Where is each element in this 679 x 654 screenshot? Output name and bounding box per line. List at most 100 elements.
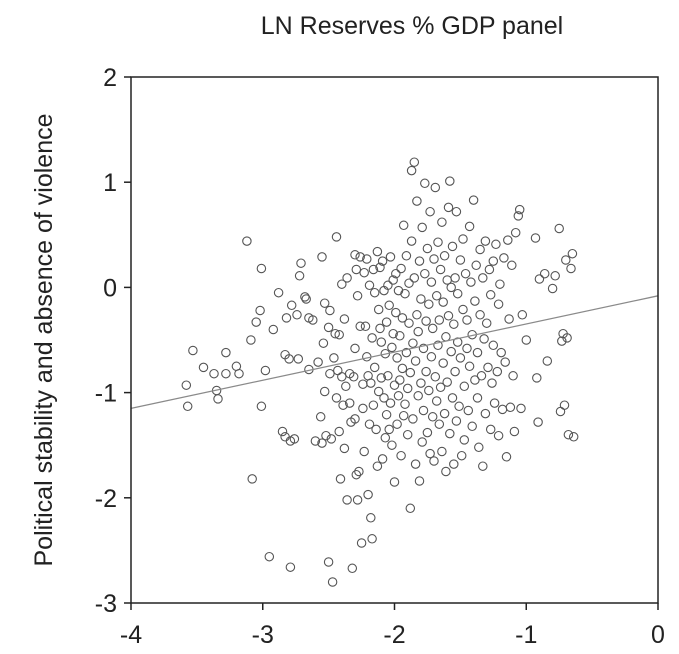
- data-point: [426, 352, 437, 362]
- data-point: [404, 318, 414, 328]
- data-point: [505, 402, 516, 413]
- data-point: [443, 311, 454, 321]
- data-point: [342, 273, 352, 283]
- data-point: [396, 450, 406, 461]
- data-point: [319, 298, 330, 308]
- data-point: [301, 294, 311, 304]
- data-point: [182, 401, 193, 412]
- data-point: [464, 221, 475, 232]
- data-point: [437, 217, 447, 227]
- data-point: [392, 419, 402, 429]
- data-point: [247, 474, 257, 484]
- data-point: [455, 353, 466, 363]
- data-point: [310, 436, 321, 446]
- data-point: [376, 337, 387, 347]
- data-point: [468, 195, 479, 205]
- data-point: [330, 328, 340, 339]
- data-point: [337, 372, 347, 382]
- data-point: [372, 461, 383, 471]
- x-tick-label: -4: [120, 621, 142, 649]
- data-point: [562, 333, 572, 343]
- data-point: [213, 394, 223, 404]
- data-point: [462, 343, 472, 354]
- data-point: [413, 391, 423, 401]
- data-point: [458, 234, 468, 244]
- data-point: [492, 366, 503, 377]
- data-point: [385, 252, 396, 262]
- data-point: [452, 337, 463, 347]
- data-point: [409, 157, 420, 167]
- data-point: [317, 438, 327, 448]
- data-point: [273, 287, 284, 298]
- data-point: [530, 233, 541, 243]
- data-point: [459, 381, 470, 392]
- data-point: [356, 538, 367, 548]
- data-point: [292, 310, 302, 320]
- data-point: [371, 424, 381, 435]
- data-point: [209, 368, 219, 379]
- data-point: [373, 304, 384, 315]
- data-points: [181, 157, 579, 587]
- data-point: [334, 426, 344, 437]
- data-point: [360, 321, 371, 332]
- data-point: [420, 268, 430, 279]
- data-point: [286, 300, 297, 311]
- data-point: [351, 469, 362, 480]
- data-point: [481, 318, 492, 328]
- data-point: [364, 280, 375, 291]
- data-point: [508, 371, 518, 381]
- data-point: [369, 362, 380, 373]
- data-point: [435, 264, 446, 275]
- data-point: [402, 383, 413, 394]
- data-point: [491, 239, 501, 250]
- data-point: [410, 459, 421, 469]
- x-tick-label: -3: [252, 621, 274, 649]
- data-point: [421, 366, 431, 377]
- data-point: [487, 378, 497, 388]
- data-point: [393, 391, 404, 401]
- data-point: [352, 291, 363, 301]
- data-point: [396, 263, 406, 274]
- data-point: [431, 291, 442, 301]
- fit-line: [130, 295, 659, 410]
- data-point: [404, 278, 414, 288]
- data-point: [452, 288, 463, 299]
- data-point: [260, 365, 271, 376]
- data-point: [450, 273, 460, 283]
- data-point: [416, 378, 426, 388]
- data-point: [383, 371, 393, 381]
- data-point: [431, 396, 442, 406]
- data-point: [377, 454, 388, 464]
- data-point: [400, 399, 410, 409]
- data-point: [464, 361, 475, 372]
- data-point: [381, 409, 392, 420]
- data-point: [521, 335, 532, 345]
- data-point: [375, 323, 385, 334]
- data-point: [513, 211, 524, 221]
- data-point: [439, 251, 450, 261]
- data-point: [367, 333, 377, 343]
- data-point: [433, 340, 443, 351]
- data-point: [555, 406, 566, 417]
- data-point: [500, 357, 510, 367]
- data-point: [547, 283, 558, 294]
- data-point: [251, 317, 261, 327]
- data-point: [359, 267, 369, 278]
- data-point: [300, 292, 310, 302]
- data-point: [459, 435, 470, 445]
- data-point: [554, 223, 564, 234]
- data-point: [430, 182, 441, 193]
- data-point: [410, 356, 421, 366]
- data-point: [339, 443, 350, 454]
- data-point: [566, 263, 576, 274]
- data-point: [471, 260, 481, 271]
- y-tick-label: -1: [95, 380, 117, 408]
- data-point: [451, 416, 462, 426]
- data-point: [420, 178, 430, 189]
- data-point: [335, 474, 346, 484]
- data-point: [497, 404, 508, 415]
- data-point: [391, 307, 401, 318]
- data-point: [351, 264, 362, 275]
- data-point: [256, 401, 267, 412]
- data-point: [463, 405, 474, 416]
